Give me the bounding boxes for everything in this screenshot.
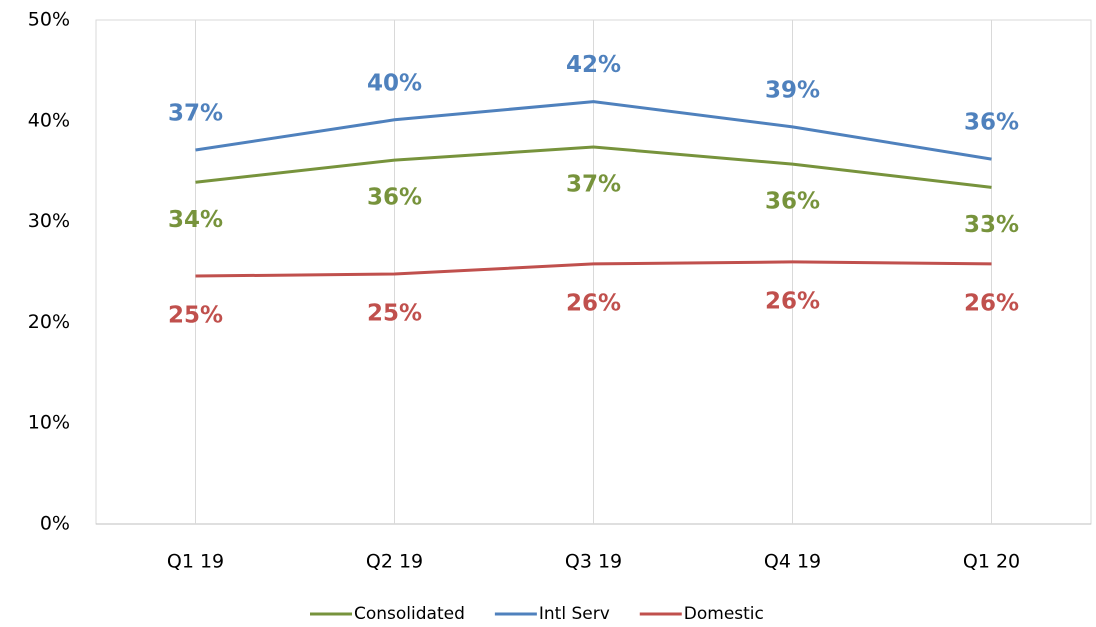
data-label: 25% [168,303,223,329]
y-tick-label: 10% [28,412,70,434]
x-tick-label: Q4 19 [764,551,821,573]
series-line [195,100,992,161]
data-label: 36% [765,189,820,215]
y-tick-label: 0% [40,513,70,535]
legend-label: Consolidated [354,604,465,624]
data-label: 37% [168,101,223,127]
series-line [195,145,992,189]
series-line [195,260,992,278]
data-label: 39% [765,77,820,103]
y-tick-label: 30% [28,210,70,232]
y-tick-label: 40% [28,109,70,131]
data-label: 36% [964,110,1019,136]
data-label: 42% [566,52,621,78]
data-label: 26% [566,290,621,316]
data-label: 40% [367,70,422,96]
data-label: 34% [168,207,223,233]
x-tick-label: Q2 19 [366,551,423,573]
data-label: 25% [367,301,422,327]
legend-label: Domestic [684,604,764,624]
data-label: 26% [765,288,820,314]
y-tick-label: 20% [28,311,70,333]
data-label: 36% [367,185,422,211]
data-label: 33% [964,212,1019,238]
y-tick-label: 50% [28,9,70,31]
x-tick-label: Q1 20 [963,551,1020,573]
x-tick-label: Q1 19 [167,551,224,573]
x-tick-label: Q3 19 [565,551,622,573]
data-label: 37% [566,172,621,198]
legend-label: Intl Serv [539,604,610,624]
data-label: 26% [964,290,1019,316]
